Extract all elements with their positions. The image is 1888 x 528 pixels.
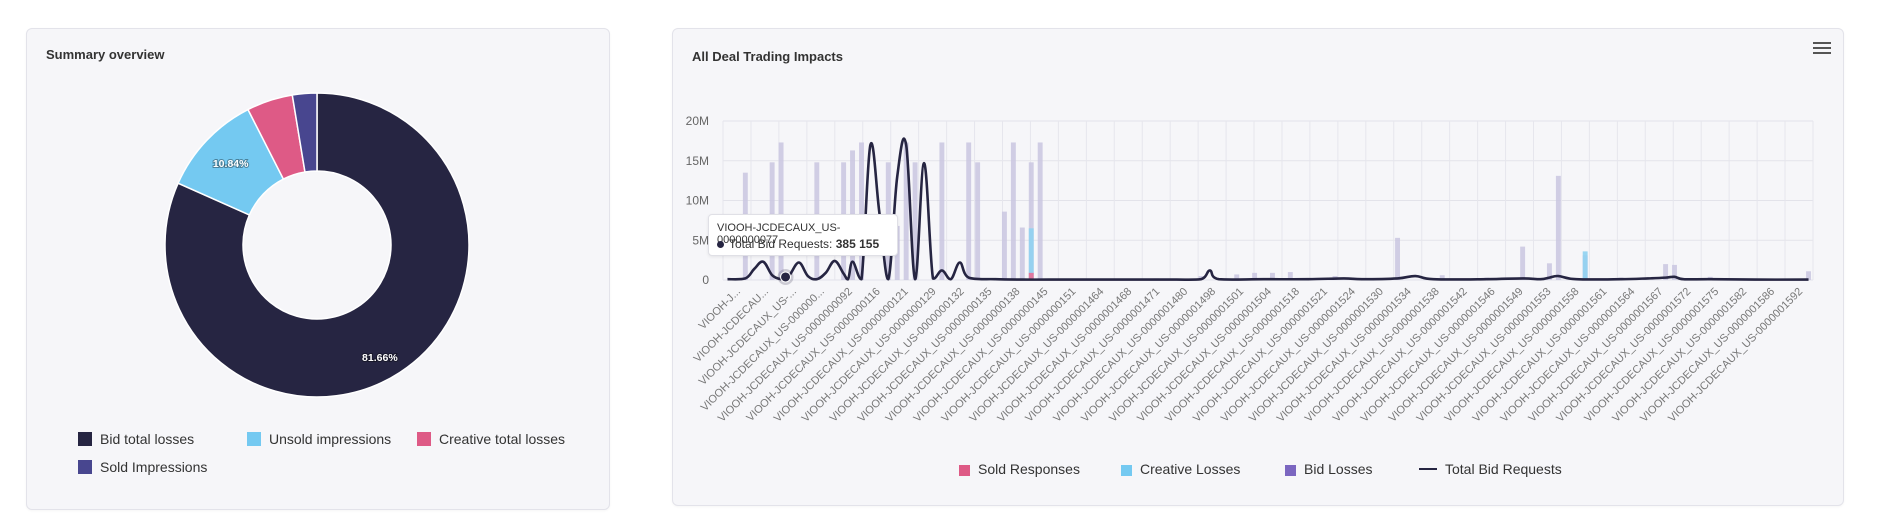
- bar-bid-losses[interactable]: [1520, 246, 1526, 280]
- bar-bid-losses[interactable]: [1555, 175, 1561, 280]
- bar-bid-losses[interactable]: [1270, 272, 1275, 280]
- legend-swatch: [959, 465, 970, 476]
- bar-bid-losses[interactable]: [975, 162, 981, 280]
- donut-slice-data-label: 81.66%: [362, 352, 398, 364]
- legend-label: Bid Losses: [1304, 461, 1373, 477]
- summary-overview-title: Summary overview: [46, 47, 165, 62]
- bar-bid-losses[interactable]: [859, 142, 864, 280]
- bar-bid-losses[interactable]: [939, 142, 945, 280]
- tooltip-category: VIOOH-JCDECAUX_US-0000000077: [717, 222, 841, 246]
- deal-trading-impacts-chart: 05M10M15M20MVIOOH-J...VIOOH-JCDECAU...VI…: [686, 114, 1814, 425]
- y-tick-label: 15M: [686, 154, 709, 168]
- tooltip-value: 385 155: [835, 237, 880, 251]
- deal-legend: Sold Responses Creative Losses Bid Losse…: [673, 29, 1843, 505]
- summary-legend: Bid total losses Unsold impressions Crea…: [27, 29, 609, 509]
- bar-bid-losses[interactable]: [1037, 142, 1043, 280]
- bar-bid-losses[interactable]: [1546, 263, 1552, 280]
- legend-label: Bid total losses: [100, 431, 195, 447]
- legend-swatch: [78, 460, 92, 474]
- bar-bid-losses[interactable]: [1395, 237, 1401, 280]
- y-tick-label: 10M: [686, 194, 709, 208]
- tooltip-series-dot: [717, 241, 724, 248]
- bar-creative-losses[interactable]: [1028, 228, 1034, 280]
- donut-slice-data-label: 10.84%: [213, 158, 249, 170]
- bar-bid-losses[interactable]: [1287, 272, 1293, 280]
- legend-item-bid-losses[interactable]: Bid Losses: [1285, 461, 1372, 477]
- bar-bid-losses[interactable]: [1010, 142, 1016, 280]
- bar-bid-losses[interactable]: [1234, 274, 1240, 280]
- bar-bid-losses[interactable]: [912, 162, 918, 280]
- legend-item-bid-total-losses[interactable]: Bid total losses: [78, 431, 194, 447]
- bar-bid-losses[interactable]: [966, 142, 972, 280]
- hamburger-menu-icon[interactable]: [1813, 39, 1831, 55]
- bar-bid-losses[interactable]: [1019, 227, 1025, 280]
- hover-marker[interactable]: [780, 271, 792, 283]
- bar-sold-responses[interactable]: [1028, 272, 1034, 280]
- bar-bid-losses[interactable]: [903, 142, 909, 280]
- bar-bid-losses[interactable]: [1001, 211, 1007, 280]
- bar-bid-losses[interactable]: [1439, 275, 1445, 280]
- bar-bid-losses[interactable]: [1806, 271, 1811, 280]
- donut-slice-bid-total-losses[interactable]: [164, 92, 470, 398]
- legend-item-total-bid-requests[interactable]: Total Bid Requests: [1419, 461, 1562, 477]
- legend-item-unsold-impressions[interactable]: Unsold impressions: [247, 431, 391, 447]
- bar-bid-losses[interactable]: [1028, 162, 1034, 280]
- y-tick-label: 20M: [686, 114, 709, 128]
- y-tick-label: 5M: [692, 233, 709, 247]
- legend-swatch: [78, 432, 92, 446]
- donut-slice-sold-impressions[interactable]: [291, 92, 318, 173]
- legend-item-sold-impressions[interactable]: Sold Impressions: [78, 459, 207, 475]
- bar-bid-losses[interactable]: [1672, 264, 1677, 280]
- legend-label: Creative Losses: [1140, 461, 1241, 477]
- bar-creative-losses[interactable]: [1582, 251, 1588, 280]
- tooltip-series-label: Total Bid Requests:: [729, 237, 836, 251]
- legend-swatch: [1121, 465, 1132, 476]
- legend-swatch: [247, 432, 261, 446]
- bar-bid-losses[interactable]: [1252, 272, 1258, 280]
- deal-trading-impacts-card: All Deal Trading Impacts 0 5M 10M 15M 20M VIO…: [672, 28, 1844, 506]
- legend-line-swatch: [1419, 468, 1437, 470]
- legend-label: Sold Impressions: [100, 459, 208, 475]
- legend-label: Creative total losses: [439, 431, 566, 447]
- summary-overview-card: Summary overview 81.66% 10.84% Bid total …: [26, 28, 610, 510]
- bar-bid-losses[interactable]: [1663, 264, 1669, 280]
- deal-trading-impacts-title: All Deal Trading Impacts: [692, 49, 843, 64]
- legend-swatch: [1285, 465, 1296, 476]
- legend-item-creative-losses[interactable]: Creative Losses: [1121, 461, 1240, 477]
- legend-swatch: [417, 432, 431, 446]
- line-total-bid-requests[interactable]: [727, 137, 1809, 281]
- y-tick-label: 0: [702, 273, 709, 287]
- legend-label: Sold Responses: [978, 461, 1080, 477]
- chart-tooltip: VIOOH-JCDECAUX_US-0000000077 Total Bid R…: [708, 214, 898, 256]
- legend-item-sold-responses[interactable]: Sold Responses: [959, 461, 1080, 477]
- legend-item-creative-total-losses[interactable]: Creative total losses: [417, 431, 565, 447]
- summary-donut-chart: 81.66% 10.84%: [164, 92, 470, 398]
- legend-label: Total Bid Requests: [1445, 461, 1562, 477]
- tooltip-row: Total Bid Requests: 385 155: [717, 237, 879, 251]
- bar-bid-losses[interactable]: [778, 142, 784, 280]
- legend-label: Unsold impressions: [269, 431, 392, 447]
